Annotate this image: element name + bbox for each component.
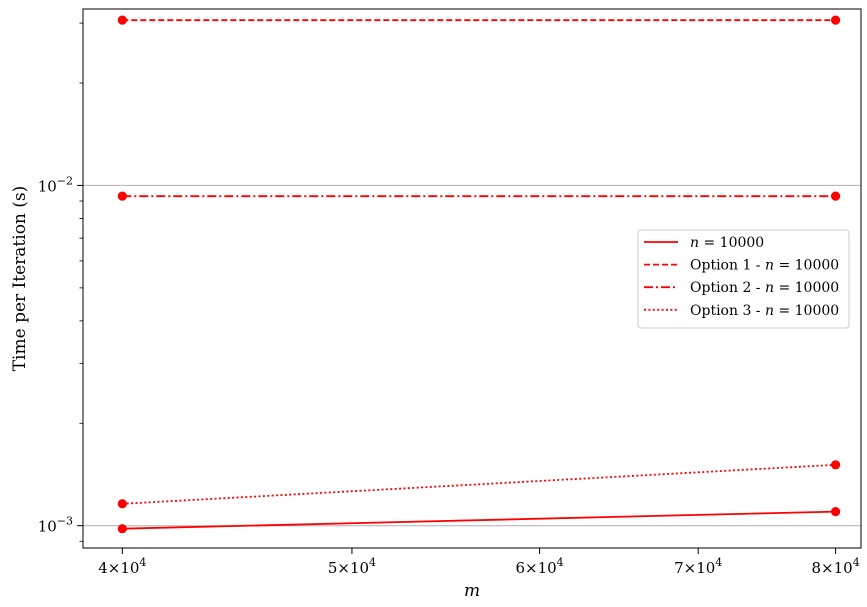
y-axis-label: Time per Iteration (s) bbox=[10, 186, 30, 372]
series-line bbox=[122, 510, 836, 530]
x-tick-mantissa: 5 bbox=[328, 559, 338, 577]
series-layer bbox=[117, 15, 841, 534]
x-tick-exponent: 4 bbox=[139, 556, 146, 569]
legend-value: = 10000 bbox=[774, 280, 839, 296]
series-1 bbox=[117, 507, 841, 534]
y-axis: 10−310−2 bbox=[38, 22, 83, 542]
legend-prefix: Option 1 - bbox=[690, 258, 765, 274]
legend-variable: n bbox=[765, 258, 774, 274]
legend-value: = 10000 bbox=[774, 258, 839, 274]
legend-label: Option 3 - n = 10000 bbox=[690, 303, 839, 319]
legend-entry: Option 3 - n = 10000 bbox=[644, 303, 839, 319]
x-tick-label: 6×104 bbox=[515, 556, 563, 577]
data-point bbox=[830, 507, 841, 517]
legend-entry: n = 10000 bbox=[644, 235, 764, 251]
data-point bbox=[830, 191, 841, 201]
legend-variable: n bbox=[765, 303, 774, 319]
x-tick-exponent: 4 bbox=[853, 556, 860, 569]
series-3 bbox=[117, 191, 841, 201]
legend-value: = 10000 bbox=[774, 303, 839, 319]
y-tick-base: 10 bbox=[38, 518, 57, 536]
legend-entry: Option 1 - n = 10000 bbox=[644, 258, 839, 274]
x-tick-mantissa: 8 bbox=[811, 559, 821, 577]
x-tick-exponent: 4 bbox=[557, 556, 564, 569]
x-tick-times: ×10 bbox=[337, 559, 369, 577]
series-line bbox=[122, 463, 836, 505]
legend-label: Option 2 - n = 10000 bbox=[690, 280, 839, 296]
x-axis: 4×104 5×104 6×104 7×104 8×104 bbox=[98, 548, 860, 577]
x-tick-label: 8×104 bbox=[811, 556, 859, 577]
x-tick-times: ×10 bbox=[684, 559, 716, 577]
legend-box bbox=[637, 229, 850, 329]
data-point bbox=[830, 15, 841, 25]
legend-label: n = 10000 bbox=[690, 235, 764, 251]
y-tick-base: 10 bbox=[38, 177, 57, 195]
x-tick-times: ×10 bbox=[108, 559, 140, 577]
legend-label: Option 1 - n = 10000 bbox=[690, 258, 839, 274]
legend-variable: n bbox=[690, 235, 699, 251]
data-point bbox=[830, 460, 841, 470]
legend-value: = 10000 bbox=[699, 235, 764, 251]
legend-entry: Option 2 - n = 10000 bbox=[644, 280, 839, 296]
x-tick-times: ×10 bbox=[525, 559, 557, 577]
y-tick-exponent: −3 bbox=[57, 515, 73, 528]
data-point bbox=[117, 499, 127, 509]
y-tick-label: 10−2 bbox=[38, 174, 73, 195]
x-tick-label: 4×104 bbox=[98, 556, 146, 577]
data-point bbox=[117, 191, 127, 201]
x-tick-exponent: 4 bbox=[369, 556, 376, 569]
x-tick-mantissa: 4 bbox=[98, 559, 108, 577]
series-2 bbox=[117, 15, 841, 25]
x-tick-label: 7×104 bbox=[674, 556, 722, 577]
y-tick-exponent: −2 bbox=[57, 174, 73, 187]
legend-prefix: Option 3 - bbox=[690, 303, 765, 319]
x-axis-label: m bbox=[464, 581, 480, 601]
legend-prefix: Option 2 - bbox=[690, 280, 765, 296]
x-tick-exponent: 4 bbox=[715, 556, 722, 569]
legend-variable: n bbox=[765, 280, 774, 296]
x-tick-label: 5×104 bbox=[328, 556, 376, 577]
plot-frame bbox=[82, 8, 862, 549]
data-point bbox=[117, 524, 127, 534]
series-4 bbox=[117, 460, 841, 509]
y-tick-label: 10−3 bbox=[38, 515, 73, 536]
x-tick-times: ×10 bbox=[821, 559, 853, 577]
x-tick-mantissa: 6 bbox=[515, 559, 525, 577]
x-tick-mantissa: 7 bbox=[674, 559, 684, 577]
data-point bbox=[117, 15, 127, 25]
